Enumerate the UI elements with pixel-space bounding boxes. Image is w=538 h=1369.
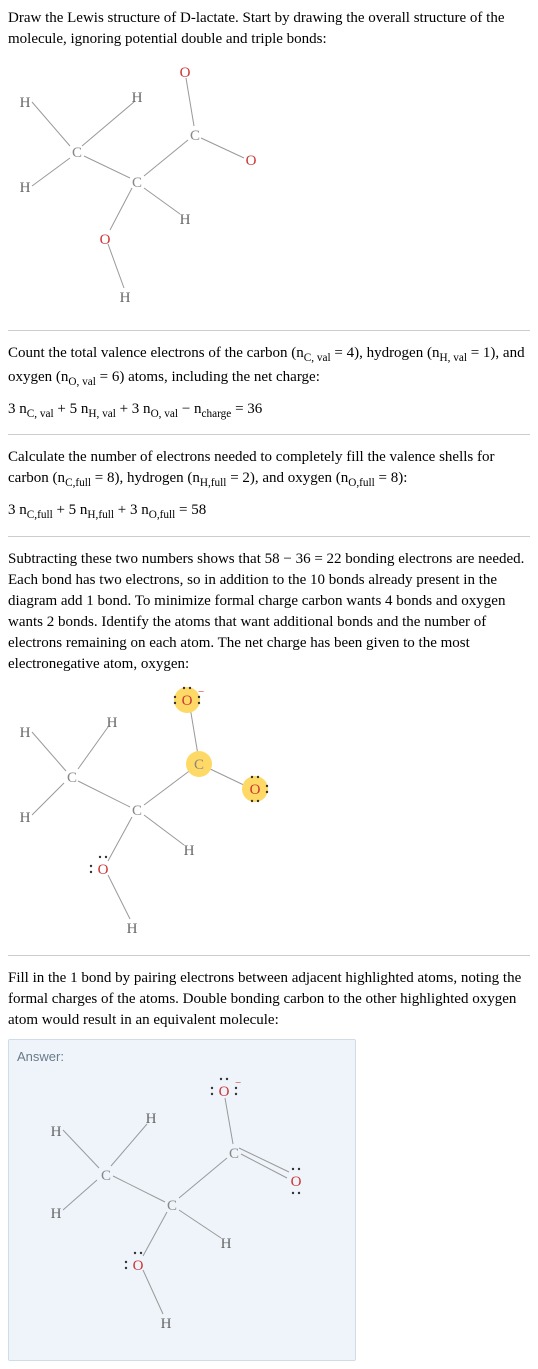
svg-text:−: − — [235, 1077, 241, 1089]
intro-text: Draw the Lewis structure of D-lactate. S… — [8, 8, 530, 50]
skeleton-diagram: O H H C C O C H H O H — [8, 58, 288, 318]
answer-label: Answer: — [17, 1048, 347, 1066]
divider — [8, 536, 530, 537]
svg-text:H: H — [184, 843, 195, 859]
answer-box: Answer: O−HHCCOCHHOH — [8, 1039, 356, 1361]
svg-text:H: H — [146, 1111, 157, 1127]
svg-text:H: H — [51, 1206, 62, 1222]
svg-text:O: O — [100, 232, 111, 248]
svg-text:O: O — [133, 1258, 144, 1274]
highlight-diagram: O−HHCCOCHHOH — [8, 683, 298, 943]
svg-text:H: H — [127, 921, 138, 937]
svg-text:O: O — [98, 862, 109, 878]
svg-text:H: H — [20, 725, 31, 741]
divider — [8, 434, 530, 435]
count-formula: 3 nC, val + 5 nH, val + 3 nO, val − ncha… — [8, 399, 530, 423]
svg-text:C: C — [132, 803, 142, 819]
svg-text:O: O — [246, 153, 257, 169]
svg-text:H: H — [20, 810, 31, 826]
svg-text:C: C — [229, 1146, 239, 1162]
svg-text:C: C — [132, 175, 142, 191]
divider — [8, 955, 530, 956]
svg-text:O: O — [180, 65, 191, 81]
svg-text:C: C — [194, 757, 204, 773]
svg-text:C: C — [67, 770, 77, 786]
svg-text:O: O — [291, 1174, 302, 1190]
svg-text:H: H — [51, 1124, 62, 1140]
calc-text: Calculate the number of electrons needed… — [8, 447, 530, 492]
svg-text:H: H — [120, 290, 131, 306]
subtract-text: Subtracting these two numbers shows that… — [8, 549, 530, 675]
svg-text:H: H — [132, 90, 143, 106]
svg-text:C: C — [101, 1168, 111, 1184]
svg-text:H: H — [20, 180, 31, 196]
svg-text:H: H — [20, 95, 31, 111]
svg-text:H: H — [107, 715, 118, 731]
svg-text:C: C — [190, 128, 200, 144]
svg-text:C: C — [72, 145, 82, 161]
svg-text:O: O — [182, 693, 193, 709]
calc-formula: 3 nC,full + 5 nH,full + 3 nO,full = 58 — [8, 500, 530, 524]
svg-text:C: C — [167, 1198, 177, 1214]
svg-text:H: H — [180, 212, 191, 228]
svg-text:−: − — [198, 686, 204, 698]
svg-text:O: O — [250, 782, 261, 798]
svg-text:H: H — [221, 1236, 232, 1252]
count-text: Count the total valence electrons of the… — [8, 343, 530, 391]
divider — [8, 330, 530, 331]
answer-diagram: O−HHCCOCHHOH — [17, 1074, 327, 1344]
svg-text:O: O — [219, 1084, 230, 1100]
svg-text:H: H — [161, 1316, 172, 1332]
fill-text: Fill in the 1 bond by pairing electrons … — [8, 968, 530, 1031]
